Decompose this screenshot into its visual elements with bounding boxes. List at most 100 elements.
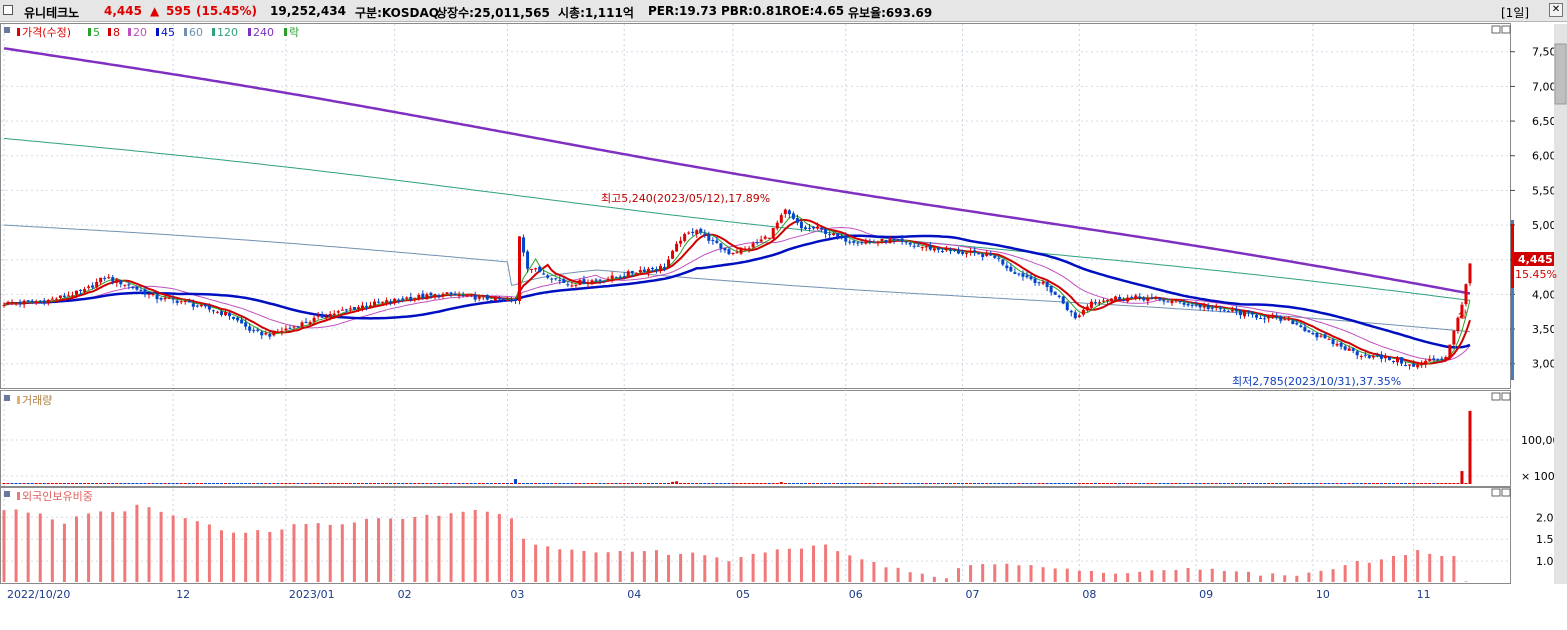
volume-bar: [816, 483, 820, 484]
limit-up-tag: 상: [1458, 309, 1467, 321]
volume-bar: [727, 483, 731, 484]
candle-body: [1089, 301, 1093, 308]
volume-bar: [1162, 483, 1166, 484]
volume-bar: [707, 483, 711, 484]
volume-bar: [1259, 483, 1263, 484]
volume-bar: [79, 483, 83, 484]
volume-bar: [824, 483, 828, 484]
volume-bar: [397, 483, 401, 484]
foreign-ratio-bar: [50, 519, 54, 582]
foreign-ratio-bar: [1198, 569, 1202, 582]
volume-panel[interactable]: [0, 390, 1511, 487]
candle-body: [385, 300, 389, 303]
volume-bar: [377, 483, 381, 484]
volume-bar: [1234, 483, 1238, 484]
volume-bar: [1291, 483, 1295, 484]
retention-ratio: 유보율:693.69: [848, 6, 933, 20]
foreign-ratio-bar: [123, 511, 127, 582]
candle-body: [356, 307, 360, 309]
volume-bar: [425, 483, 429, 484]
candle-body: [1448, 344, 1452, 358]
candle-body: [606, 278, 610, 280]
candle-body: [264, 333, 268, 335]
candle-body: [546, 275, 550, 278]
candle-body: [1134, 295, 1138, 299]
volume-bar: [683, 483, 687, 484]
volume-bar: [848, 483, 852, 484]
candle-body: [759, 239, 763, 242]
volume-bar: [832, 483, 836, 484]
volume-bar: [224, 483, 228, 484]
candle-body: [1049, 285, 1053, 293]
volume-bar: [868, 483, 872, 484]
volume-bar: [916, 483, 920, 484]
volume-bar: [481, 483, 485, 484]
foreign-ratio-bar: [618, 551, 622, 582]
scrollbar[interactable]: [1511, 24, 1567, 584]
market-cap: 시총:1,111억: [558, 6, 634, 20]
market-type: 구분:KOSDAQ: [355, 6, 439, 20]
candle-body: [373, 301, 377, 306]
volume-bar: [296, 483, 300, 484]
volume-bar: [957, 483, 961, 484]
volume-bar: [276, 483, 280, 484]
candle-body: [276, 331, 280, 333]
stock-name[interactable]: 유니테크노: [24, 6, 80, 20]
volume-bar: [244, 483, 248, 484]
candle-body: [30, 300, 34, 302]
candle-body: [767, 237, 771, 239]
candle-body: [812, 226, 816, 229]
select-checkbox[interactable]: [3, 5, 13, 15]
close-icon[interactable]: ✕: [1549, 3, 1563, 17]
candle-body: [622, 276, 626, 278]
foreign-ratio-bar: [425, 514, 429, 582]
foreign-ratio-bar: [715, 557, 719, 582]
foreign-ratio-bar: [1307, 572, 1311, 582]
volume-bar: [143, 483, 147, 484]
volume-bar: [751, 483, 755, 484]
last-price-value: 4,445: [1518, 253, 1553, 266]
foreign-ratio-bar: [219, 530, 223, 582]
volume-bar: [62, 483, 66, 484]
volume-bar: [264, 483, 268, 484]
up-arrow-icon: ▲: [150, 4, 160, 18]
volume-bar: [856, 483, 860, 484]
period-selector[interactable]: [1일]: [1501, 6, 1530, 20]
candle-body: [513, 298, 517, 301]
volume-bar: [997, 483, 1001, 484]
candle-body: [719, 243, 723, 249]
panel-controls[interactable]: [1491, 25, 1511, 497]
foreign-ratio-bar: [884, 567, 888, 582]
foreign-ratio-bar: [1283, 575, 1287, 582]
foreign-ratio-bar: [328, 524, 332, 582]
foreign-ratio-bar: [860, 559, 864, 582]
volume-bar: [1025, 483, 1029, 484]
candle-body: [219, 311, 223, 315]
foreign-ratio-bar: [1234, 571, 1238, 582]
price-panel[interactable]: [0, 23, 1511, 389]
candle-body: [34, 301, 38, 303]
volume-bar: [1041, 483, 1045, 484]
candle-body: [171, 298, 175, 300]
candle-body: [1295, 322, 1299, 325]
candle-body: [755, 242, 759, 244]
ma60-line: [3, 224, 1471, 333]
candle-body: [816, 226, 820, 229]
candle-body: [1468, 263, 1472, 284]
candle-body: [1126, 297, 1130, 302]
volume-bar: [1307, 483, 1311, 484]
candle-body: [1242, 311, 1246, 317]
candle-body: [928, 245, 932, 250]
foreign-ratio-bar: [848, 555, 852, 582]
legend-ma-label: 5: [93, 26, 100, 39]
candle-body: [413, 297, 417, 299]
candle-body: [22, 300, 26, 305]
candle-body: [256, 329, 260, 331]
volume-bar: [1404, 483, 1408, 484]
volume-bar: [1065, 483, 1069, 484]
candle-body: [1001, 259, 1005, 265]
volume-bar: [163, 483, 167, 484]
foreign-ratio-panel[interactable]: [0, 487, 1511, 584]
candle-body: [489, 300, 493, 302]
candle-body: [602, 280, 606, 282]
